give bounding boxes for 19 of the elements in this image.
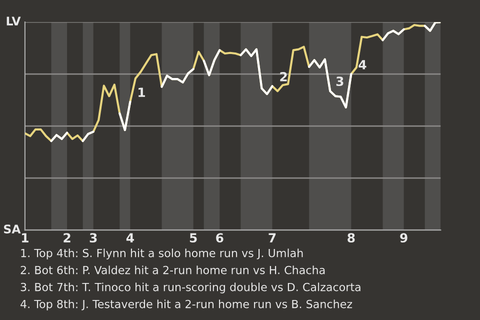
annotation: 3 [336, 76, 344, 86]
annotation: 4 [358, 60, 366, 70]
x-tick-label: 6 [216, 233, 224, 243]
text: LV [6, 16, 21, 26]
x-tick-label: 2 [64, 233, 70, 242]
text: 3. Bot 7th: T. Tinoco hit a run-scoring double vs D. Calzacorta [20, 282, 360, 294]
x-tick-label: 4 [126, 233, 134, 242]
annotation: 1 [138, 88, 145, 97]
x-tick-label: 1 [22, 233, 28, 242]
x-tick-label: 3 [90, 233, 97, 243]
text: 1. Top 4th: S. Flynn hit a solo home run vs J. Umlah [21, 248, 303, 260]
annotation: 2 [280, 72, 287, 82]
x-tick-label: 8 [348, 233, 355, 243]
text: 2. Bot 6th: P. Valdez hit a 2-run home run vs H. Chacha [20, 266, 325, 274]
text: 4. Top 8th: J. Testaverde hit a 2-run home run vs B. Sanchez [20, 300, 352, 310]
x-tick-label: 9 [400, 233, 408, 243]
x-tick-label: 7 [268, 233, 276, 242]
x-tick-label: 5 [190, 233, 197, 243]
text: SA [4, 224, 21, 234]
